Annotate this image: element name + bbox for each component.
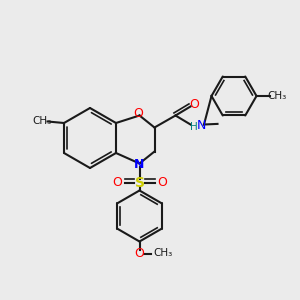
Text: CH₃: CH₃ — [267, 91, 286, 101]
Text: O: O — [189, 98, 199, 112]
Text: N: N — [134, 158, 145, 172]
Text: O: O — [157, 176, 167, 190]
Text: O: O — [133, 106, 143, 120]
Text: CH₃: CH₃ — [32, 116, 52, 127]
Text: H: H — [190, 122, 197, 132]
Text: CH₃: CH₃ — [153, 248, 172, 259]
Text: O: O — [135, 247, 144, 260]
Text: S: S — [134, 176, 145, 190]
Text: O: O — [112, 176, 122, 190]
Text: N: N — [196, 119, 206, 132]
